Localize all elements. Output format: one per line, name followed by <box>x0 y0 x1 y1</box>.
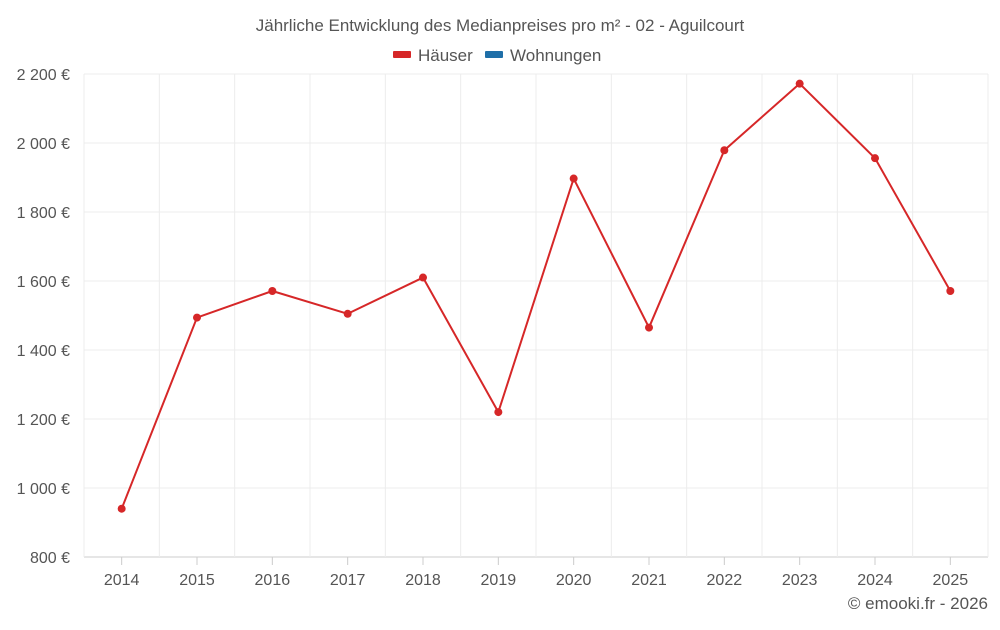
x-axis: 2014 2015 2016 2017 2018 2019 2020 2021 2022 2023… <box>104 557 968 589</box>
data-point[interactable] <box>871 154 879 163</box>
series-houses <box>117 79 955 513</box>
x-tick-label: 2019 <box>481 572 517 589</box>
data-point[interactable] <box>795 79 804 88</box>
legend-label-apartments: Wohnungen <box>510 46 601 65</box>
data-point[interactable] <box>193 313 201 322</box>
x-tick-label: 2025 <box>933 572 969 589</box>
data-point[interactable] <box>117 504 126 513</box>
data-point[interactable] <box>268 287 277 296</box>
data-point[interactable] <box>645 323 653 332</box>
y-tick-label: 1 800 € <box>17 205 70 222</box>
chart-title: Jährliche Entwicklung des Medianpreises … <box>256 16 745 35</box>
y-tick-label: 800 € <box>30 550 70 567</box>
data-point[interactable] <box>419 273 427 282</box>
y-tick-label: 1 600 € <box>17 274 70 291</box>
y-axis: 800 € 1 000 € 1 200 € 1 400 € 1 600 € 1 800 €… <box>17 67 70 567</box>
data-point[interactable] <box>343 309 352 318</box>
y-tick-label: 1 000 € <box>17 481 70 498</box>
data-point[interactable] <box>569 174 578 183</box>
y-tick-label: 2 200 € <box>17 67 70 84</box>
data-point[interactable] <box>946 287 955 296</box>
x-tick-label: 2024 <box>857 572 893 589</box>
x-tick-label: 2014 <box>104 572 140 589</box>
legend: Häuser Wohnungen <box>393 46 601 65</box>
data-point[interactable] <box>494 408 503 417</box>
x-tick-label: 2015 <box>179 572 215 589</box>
y-tick-label: 2 000 € <box>17 136 70 153</box>
legend-swatch-apartments <box>485 51 503 58</box>
y-tick-label: 1 400 € <box>17 343 70 360</box>
x-tick-label: 2021 <box>631 572 667 589</box>
x-tick-label: 2020 <box>556 572 592 589</box>
legend-swatch-houses <box>393 51 411 58</box>
y-tick-label: 1 200 € <box>17 412 70 429</box>
x-tick-label: 2018 <box>405 572 441 589</box>
x-tick-label: 2016 <box>255 572 291 589</box>
x-tick-label: 2023 <box>782 572 818 589</box>
legend-item-apartments[interactable]: Wohnungen <box>485 46 601 65</box>
legend-label-houses: Häuser <box>418 46 473 65</box>
series-line <box>120 82 952 510</box>
credit-text: © emooki.fr - 2026 <box>848 594 988 613</box>
data-point[interactable] <box>720 146 729 155</box>
x-tick-label: 2022 <box>707 572 743 589</box>
x-tick-label: 2017 <box>330 572 366 589</box>
legend-item-houses[interactable]: Häuser <box>393 46 473 65</box>
grid <box>83 73 989 558</box>
